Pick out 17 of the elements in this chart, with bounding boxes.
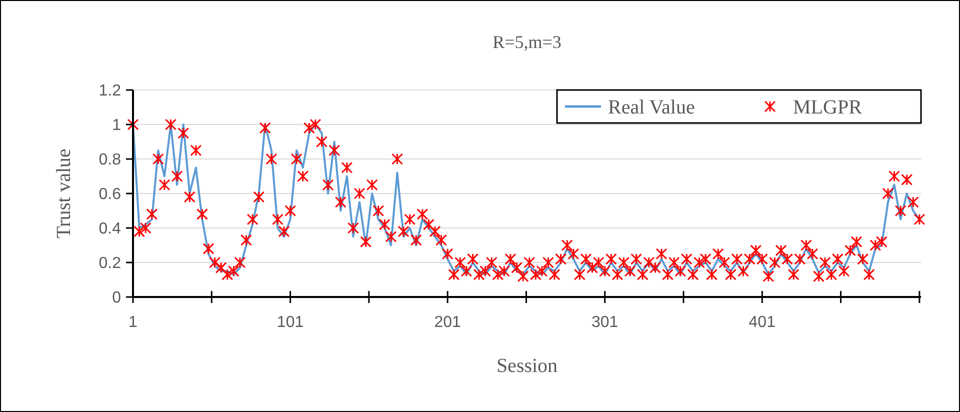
x-axis-title: Session	[496, 355, 558, 377]
x-tick-label: 1	[128, 314, 138, 331]
y-tick-label: 0.4	[98, 220, 122, 238]
y-tick-label: 0	[112, 290, 122, 307]
y-tick-label: 0.2	[98, 255, 122, 272]
chart-title: R=5,m=3	[492, 32, 562, 52]
x-tick-label: 401	[748, 314, 776, 331]
y-tick-label: 1.2	[98, 82, 122, 100]
y-axis-title: Trust value	[53, 148, 75, 238]
y-tick-label: 0.6	[98, 186, 122, 204]
x-tick-label: 301	[592, 314, 618, 331]
legend-label: MLGPR	[793, 96, 863, 118]
x-tick-label: 201	[434, 314, 462, 331]
y-tick-label: 1	[112, 117, 122, 134]
x-tick-label: 101	[276, 314, 304, 331]
y-tick-label: 0.8	[98, 152, 122, 169]
legend-label: Real Value	[608, 96, 695, 118]
